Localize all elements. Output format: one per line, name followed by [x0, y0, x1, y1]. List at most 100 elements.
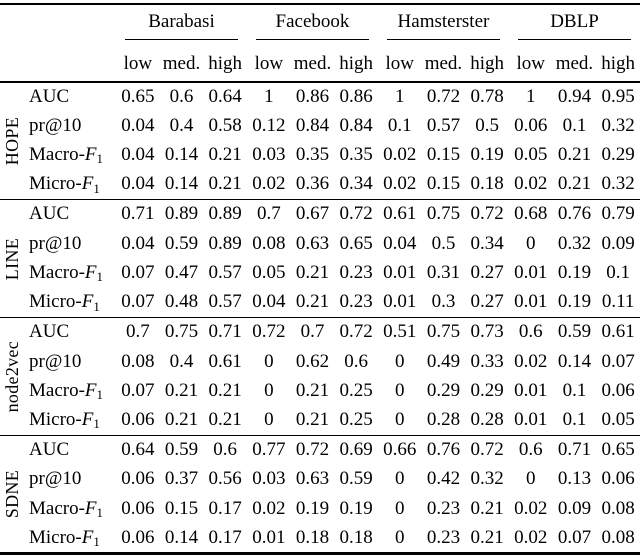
- value-cell: 0.06: [121, 526, 155, 548]
- value-cell: 0.17: [208, 497, 242, 519]
- value-cell: 0.32: [601, 173, 635, 195]
- table-header: Barabasi Facebook Hamsterster DBLP low m…: [0, 4, 640, 83]
- value-cell: 0.7: [290, 317, 335, 348]
- value-cell: 0.08: [252, 232, 286, 254]
- value-cell: 0.11: [601, 291, 635, 313]
- value-cell: 0.06: [601, 379, 635, 401]
- value-cell: 0.21: [470, 526, 504, 548]
- value-cell: 0.19: [557, 262, 592, 284]
- value-cell: 0.04: [121, 144, 155, 166]
- value-cell: 0.77: [246, 435, 291, 466]
- dataset-header-barabasi: Barabasi: [116, 4, 247, 40]
- value-cell: 0: [395, 350, 405, 372]
- value-cell: 0.21: [470, 497, 504, 519]
- density-header-low: low: [377, 40, 422, 83]
- value-cell: 0.29: [601, 144, 635, 166]
- density-header-high: high: [596, 40, 640, 83]
- dataset-label: DBLP: [550, 11, 599, 33]
- value-cell: 0.32: [557, 232, 592, 254]
- value-cell: 0: [264, 409, 274, 431]
- value-cell: 1: [395, 85, 405, 107]
- value-cell: 0.07: [121, 262, 155, 284]
- table-row: pr@10 0.04 0.59 0.89 0.08 0.63 0.65 0.04 0.5 0.34…: [0, 229, 640, 258]
- table-row: pr@10 0.06 0.37 0.56 0.03 0.63 0.59 0 0.42 0.32 0 0…: [0, 465, 640, 494]
- metric-label: Macro-F1: [29, 379, 103, 403]
- value-cell: 0.21: [208, 379, 242, 401]
- value-cell: 0.64: [208, 85, 242, 107]
- value-cell: 0.06: [121, 468, 155, 490]
- value-cell: 0.65: [121, 85, 155, 107]
- value-cell: 0.65: [596, 435, 640, 466]
- density-header-med: med.: [421, 40, 466, 83]
- value-cell: 0.64: [116, 435, 160, 466]
- value-cell: 0.21: [295, 379, 330, 401]
- value-cell: 0.18: [339, 526, 373, 548]
- density-header-high: high: [203, 40, 247, 83]
- value-cell: 0.56: [208, 468, 242, 490]
- value-cell: 0.69: [334, 435, 378, 466]
- value-cell: 0.06: [514, 114, 548, 136]
- value-cell: 0.01: [514, 291, 548, 313]
- value-cell: 0.18: [295, 526, 330, 548]
- value-cell: 0.84: [295, 114, 330, 136]
- value-cell: 0.6: [169, 85, 194, 107]
- value-cell: 0.04: [383, 232, 417, 254]
- value-cell: 0.72: [290, 435, 335, 466]
- rotated-group-label: LINE: [2, 237, 23, 280]
- value-cell: 0.15: [426, 144, 461, 166]
- value-cell: 0.03: [252, 144, 286, 166]
- dataset-label: Facebook: [275, 11, 350, 33]
- metric-label: pr@10: [29, 232, 82, 254]
- value-cell: 0.07: [601, 350, 635, 372]
- value-cell: 0.3: [431, 291, 456, 313]
- row-group-label-line: LINE: [0, 199, 26, 318]
- value-cell: 0.15: [426, 173, 461, 195]
- density-header-med: med.: [290, 40, 335, 83]
- value-cell: 0: [395, 409, 405, 431]
- value-cell: 0: [264, 350, 274, 372]
- value-cell: 0.1: [562, 114, 587, 136]
- value-cell: 0.02: [514, 497, 548, 519]
- value-cell: 0.05: [601, 409, 635, 431]
- value-cell: 0.23: [426, 526, 461, 548]
- value-cell: 1: [264, 85, 274, 107]
- density-header-med: med.: [552, 40, 597, 83]
- value-cell: 0.61: [596, 317, 640, 348]
- value-cell: 0.19: [557, 291, 592, 313]
- value-cell: 0.62: [295, 350, 330, 372]
- value-cell: 0.03: [252, 468, 286, 490]
- corner-cell: [0, 4, 116, 83]
- value-cell: 0.33: [470, 350, 504, 372]
- value-cell: 0.42: [426, 468, 461, 490]
- value-cell: 0.21: [295, 262, 330, 284]
- metric-label: AUC: [26, 199, 116, 230]
- table-row: Micro-F1 0.06 0.14 0.17 0.01 0.18 0.18 0 0.23 0.2…: [0, 524, 640, 553]
- value-cell: 0.67: [290, 199, 335, 230]
- table-body: HOPE AUC 0.65 0.6 0.64 1 0.86 0.86 1 0.72 0.78 1 0.9…: [0, 82, 640, 554]
- rotated-group-label: node2vec: [2, 341, 23, 413]
- value-cell: 0.19: [339, 497, 373, 519]
- value-cell: 0: [526, 468, 536, 490]
- value-cell: 0.7: [246, 199, 291, 230]
- value-cell: 0.84: [339, 114, 373, 136]
- value-cell: 0.02: [514, 350, 548, 372]
- value-cell: 0.6: [344, 350, 368, 372]
- value-cell: 0.04: [121, 232, 155, 254]
- table-row: Micro-F1 0.07 0.48 0.57 0.04 0.21 0.23 0.01 0.3 0…: [0, 288, 640, 317]
- value-cell: 0.6: [508, 435, 553, 466]
- value-cell: 0.5: [475, 114, 499, 136]
- dataset-label: Hamsterster: [397, 11, 490, 33]
- value-cell: 0.58: [208, 114, 242, 136]
- value-cell: 0.05: [514, 144, 548, 166]
- density-header-low: low: [508, 40, 553, 83]
- value-cell: 0.89: [203, 199, 247, 230]
- value-cell: 0: [526, 232, 536, 254]
- value-cell: 0.19: [470, 144, 504, 166]
- value-cell: 0.36: [295, 173, 330, 195]
- value-cell: 0.21: [208, 144, 242, 166]
- metric-label: Micro-F1: [29, 526, 100, 549]
- value-cell: 0.57: [208, 262, 242, 284]
- table-row: Macro-F1 0.07 0.21 0.21 0 0.21 0.25 0 0.29 0.29 0.…: [0, 377, 640, 406]
- value-cell: 0.95: [601, 85, 635, 107]
- density-header-high: high: [465, 40, 509, 83]
